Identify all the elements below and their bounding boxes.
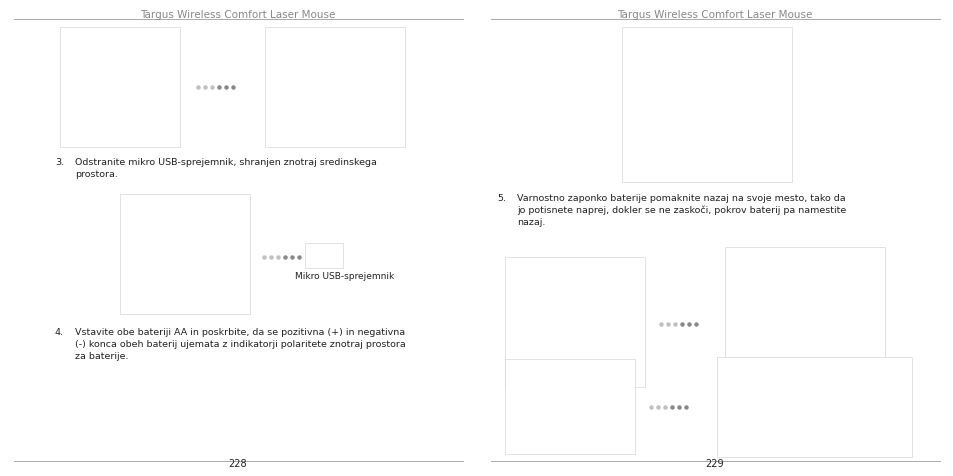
Text: Targus Wireless Comfort Laser Mouse: Targus Wireless Comfort Laser Mouse (140, 10, 335, 20)
Bar (621, 28, 791, 183)
Bar (504, 359, 635, 454)
Bar (305, 244, 343, 268)
Text: Mikro USB-sprejemnik: Mikro USB-sprejemnik (294, 271, 394, 280)
Bar (120, 195, 250, 314)
Bar (724, 248, 884, 392)
Text: Targus Wireless Comfort Laser Mouse: Targus Wireless Comfort Laser Mouse (617, 10, 812, 20)
Bar (717, 357, 911, 457)
Text: 4.: 4. (55, 327, 64, 336)
Text: 229: 229 (705, 458, 723, 468)
Text: Odstranite mikro USB-sprejemnik, shranjen znotraj sredinskega
prostora.: Odstranite mikro USB-sprejemnik, shranje… (75, 158, 376, 178)
Bar (265, 28, 405, 148)
Text: 3.: 3. (55, 158, 64, 167)
Bar (60, 28, 180, 148)
Text: 5.: 5. (497, 194, 505, 203)
Text: Vstavite obe bateriji AA in poskrbite, da se pozitivna (+) in negativna
(-) konc: Vstavite obe bateriji AA in poskrbite, d… (75, 327, 405, 360)
Text: Varnostno zaponko baterije pomaknite nazaj na svoje mesto, tako da
jo potisnete : Varnostno zaponko baterije pomaknite naz… (517, 194, 845, 227)
Bar (504, 258, 644, 387)
Text: 228: 228 (229, 458, 247, 468)
